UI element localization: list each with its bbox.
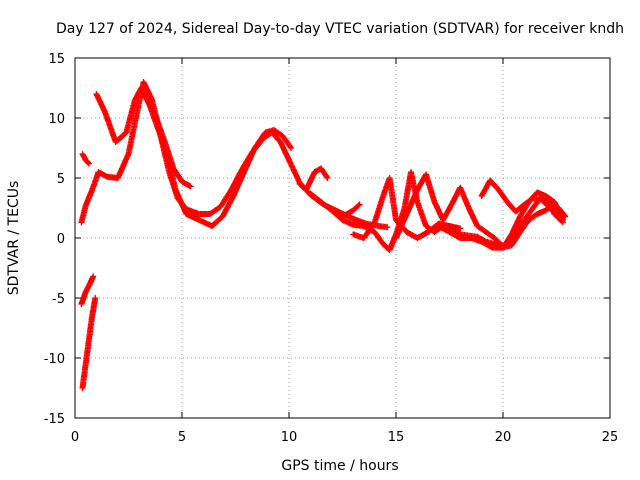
- series-markers: [296, 165, 331, 193]
- series-arc-c: [142, 91, 194, 190]
- y-tick-label: 15: [48, 52, 65, 67]
- x-tick-label: 0: [71, 430, 79, 445]
- series-markers: [339, 201, 363, 220]
- series-arc-k: [79, 151, 92, 167]
- series-markers: [79, 151, 92, 167]
- series-arc-j: [478, 177, 569, 220]
- y-tick-label: 10: [48, 112, 65, 127]
- chart-title: Day 127 of 2024, Sidereal Day-to-day VTE…: [56, 21, 624, 37]
- x-axis-label: GPS time / hours: [281, 458, 398, 474]
- x-tick-label: 20: [495, 430, 512, 445]
- series-arc-f: [339, 201, 363, 220]
- y-tick-label: -5: [52, 292, 65, 307]
- y-tick-label: 0: [57, 232, 65, 247]
- series-markers: [478, 177, 569, 220]
- y-axis-label: SDTVAR / TECUs: [6, 181, 22, 296]
- series-arc-a: [78, 79, 391, 231]
- y-tick-label: -15: [44, 412, 65, 427]
- x-tick-label: 5: [178, 430, 186, 445]
- series-markers: [78, 273, 97, 307]
- series-markers: [93, 85, 295, 229]
- x-axis: 0 5 10 15 20 25: [71, 58, 618, 445]
- series-arc-l: [78, 273, 97, 307]
- series-markers: [79, 295, 99, 391]
- series-arc-m: [79, 295, 99, 391]
- series-markers: [142, 91, 194, 190]
- data-points: [78, 79, 569, 391]
- y-axis: -15 -10 -5 0 5 10 15: [44, 52, 610, 427]
- x-tick-label: 10: [281, 430, 298, 445]
- series-arc-d: [296, 165, 331, 193]
- series-arc-b: [93, 85, 295, 229]
- y-tick-label: 5: [57, 172, 65, 187]
- x-tick-label: 25: [602, 430, 619, 445]
- series-markers: [78, 79, 391, 231]
- y-tick-label: -10: [44, 352, 65, 367]
- x-tick-label: 15: [388, 430, 405, 445]
